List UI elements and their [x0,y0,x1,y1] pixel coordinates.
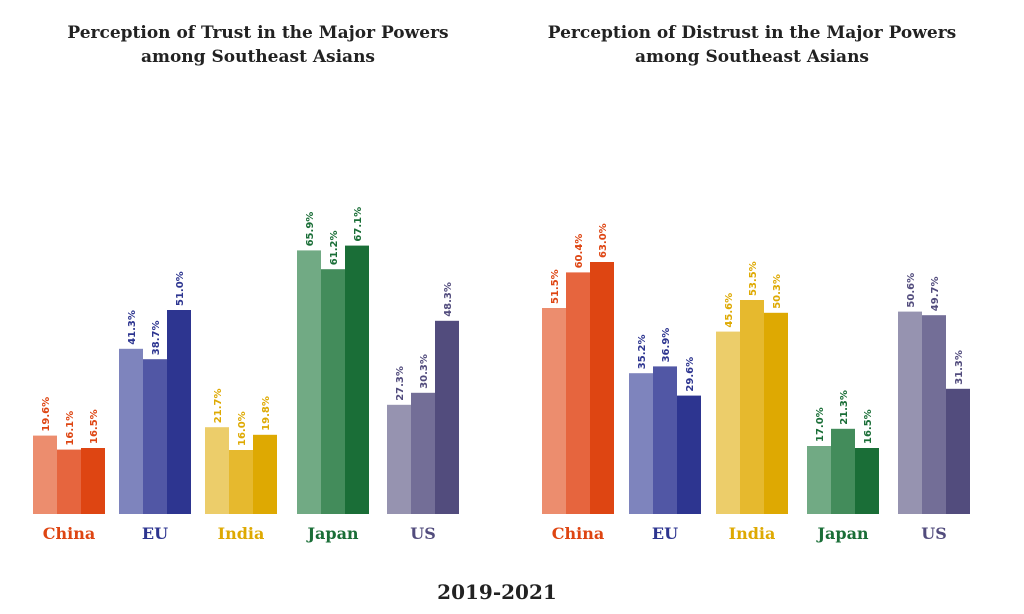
trust-value-label-us-2020: 30.3% [419,354,430,389]
trust-bar-india-2020 [229,450,253,514]
distrust-value-label-india-2019: 45.6% [724,293,735,328]
period-label: 2019-2021 [437,580,557,604]
distrust-bar-eu-2021 [677,395,701,514]
trust-bar-india-2019 [205,427,229,514]
trust-bar-us-2020 [411,392,435,514]
trust-category-label-us: US [410,524,436,543]
distrust-value-label-us-2020: 49.7% [930,276,941,311]
trust-value-label-china-2021: 16.5% [89,409,100,444]
trust-chart-title-line1: Perception of Trust in the Major Powers [67,23,448,43]
distrust-bar-japan-2019 [807,446,831,514]
trust-bar-china-2020 [57,449,81,514]
distrust-bar-japan-2020 [831,428,855,514]
distrust-bar-eu-2020 [653,366,677,514]
trust-bar-eu-2020 [143,359,167,514]
distrust-category-label-china: China [552,524,604,543]
trust-chart: Perception of Trust in the Major Powers … [33,23,459,543]
distrust-bar-india-2021 [764,312,788,514]
distrust-category-label-japan: Japan [815,524,868,543]
distrust-bar-china-2021 [590,262,614,514]
trust-category-label-japan: Japan [305,524,358,543]
distrust-bar-india-2020 [740,300,764,514]
distrust-value-label-us-2021: 31.3% [954,350,965,385]
trust-category-label-china: China [43,524,95,543]
distrust-value-label-japan-2020: 21.3% [839,390,850,425]
distrust-chart: Perception of Distrust in the Major Powe… [542,23,970,543]
distrust-bars: 51.5% 60.4% 63.0% China 35.2% 36.9% 29.6% EU 45.… [542,223,970,543]
distrust-chart-title-line1: Perception of Distrust in the Major Powe… [548,23,956,43]
distrust-value-label-eu-2021: 29.6% [685,357,696,392]
trust-bar-china-2021 [81,448,105,514]
distrust-value-label-india-2021: 50.3% [772,274,783,309]
trust-bars: 19.6% 16.1% 16.5% China 41.3% 38.7% 51.0% EU 21.… [33,207,459,543]
trust-value-label-japan-2020: 61.2% [329,230,340,265]
trust-value-label-eu-2020: 38.7% [151,320,162,355]
trust-category-label-india: India [218,524,265,543]
distrust-bar-china-2019 [542,308,566,514]
distrust-value-label-japan-2019: 17.0% [815,407,826,442]
distrust-chart-title-line2: among Southeast Asians [635,47,869,67]
distrust-bar-us-2019 [898,311,922,514]
trust-bar-eu-2019 [119,348,143,514]
trust-bar-us-2019 [387,404,411,514]
distrust-value-label-eu-2019: 35.2% [637,334,648,369]
distrust-bar-us-2021 [946,388,970,514]
distrust-bar-china-2020 [566,272,590,514]
trust-value-label-china-2020: 16.1% [65,411,76,446]
trust-bar-japan-2019 [297,250,321,514]
trust-bar-eu-2021 [167,310,191,514]
distrust-category-label-eu: EU [652,524,678,543]
distrust-value-label-china-2019: 51.5% [550,269,561,304]
distrust-bar-india-2019 [716,331,740,514]
trust-bar-japan-2020 [321,269,345,514]
distrust-value-label-india-2020: 53.5% [748,261,759,296]
distrust-value-label-japan-2021: 16.5% [863,409,874,444]
distrust-bar-japan-2021 [855,448,879,514]
distrust-bar-us-2020 [922,315,946,514]
trust-value-label-eu-2019: 41.3% [127,310,138,345]
trust-bar-china-2019 [33,435,57,514]
distrust-value-label-china-2020: 60.4% [574,234,585,269]
trust-bar-us-2021 [435,320,459,514]
distrust-bar-eu-2019 [629,373,653,514]
trust-value-label-japan-2019: 65.9% [305,212,316,247]
trust-value-label-japan-2021: 67.1% [353,207,364,242]
trust-value-label-eu-2021: 51.0% [175,271,186,306]
trust-chart-title-line2: among Southeast Asians [141,47,375,67]
distrust-category-label-us: US [921,524,947,543]
trust-value-label-india-2020: 16.0% [237,411,248,446]
trust-value-label-china-2019: 19.6% [41,397,52,432]
distrust-value-label-eu-2020: 36.9% [661,328,672,363]
trust-value-label-us-2021: 48.3% [443,282,454,317]
trust-bar-japan-2021 [345,245,369,514]
trust-value-label-us-2019: 27.3% [395,366,406,401]
distrust-value-label-us-2019: 50.6% [906,273,917,308]
trust-value-label-india-2019: 21.7% [213,388,224,423]
distrust-category-label-india: India [729,524,776,543]
trust-category-label-eu: EU [142,524,168,543]
trust-value-label-india-2021: 19.8% [261,396,272,431]
distrust-value-label-china-2021: 63.0% [598,223,609,258]
trust-bar-india-2021 [253,434,277,514]
